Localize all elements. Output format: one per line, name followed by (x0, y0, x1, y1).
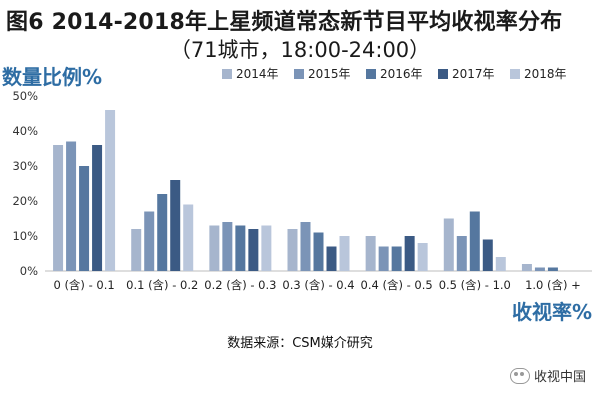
bar (248, 229, 259, 271)
y-tick-label: 0% (20, 264, 38, 278)
legend-label: 2017年 (452, 67, 495, 81)
bars (53, 110, 558, 271)
bar (170, 180, 181, 271)
legend-swatch (366, 69, 376, 79)
bar (261, 225, 272, 271)
legend-label: 2018年 (524, 67, 567, 81)
bar (456, 236, 467, 271)
y-axis-label: 数量比例% (2, 65, 103, 89)
data-source: 数据来源：CSM媒介研究 (227, 336, 373, 351)
bar (313, 232, 324, 271)
bar (79, 166, 90, 271)
x-tick-label: 0.5 (含) - 1.0 (439, 278, 511, 292)
bar (66, 141, 77, 271)
bar (326, 246, 337, 271)
watermark-text: 收视中国 (533, 370, 586, 385)
legend-swatch (438, 69, 448, 79)
y-tick-label: 30% (12, 159, 38, 173)
x-axis: 0 (含) - 0.1 0.1 (含) - 0.2 0.2 (含) - 0.3 0.3… (53, 278, 580, 292)
bar (144, 211, 155, 271)
bar (339, 236, 350, 271)
bar (92, 145, 103, 271)
x-tick-label: 0 (含) - 0.1 (53, 278, 114, 292)
bar (53, 145, 64, 271)
bar (391, 246, 402, 271)
legend-swatch (294, 69, 304, 79)
bar (183, 204, 194, 271)
bar (495, 257, 506, 271)
x-axis-label: 收视率% (511, 300, 592, 324)
bar (534, 267, 545, 271)
x-tick-label: 0.1 (含) - 0.2 (126, 278, 198, 292)
bar (443, 218, 454, 271)
bar (300, 222, 311, 271)
watermark: 收视中国 (509, 366, 586, 385)
legend: 2014年 2015年 2016年 2017年 2018年 (222, 67, 567, 81)
bar (157, 194, 168, 271)
bar (521, 264, 532, 271)
x-tick-label: 0.3 (含) - 0.4 (282, 278, 354, 292)
x-tick-label: 0.2 (含) - 0.3 (204, 278, 276, 292)
legend-label: 2016年 (380, 67, 423, 81)
bar (222, 222, 233, 271)
bar (287, 229, 298, 271)
bar (365, 236, 376, 271)
bar (378, 246, 389, 271)
bar (482, 239, 493, 271)
bar (404, 236, 415, 271)
legend-swatch (222, 69, 232, 79)
bar (417, 243, 428, 271)
bar (209, 225, 220, 271)
legend-label: 2014年 (236, 67, 279, 81)
y-tick-label: 10% (12, 229, 38, 243)
bar (469, 211, 480, 271)
bar (131, 229, 142, 271)
y-tick-label: 20% (12, 194, 38, 208)
wechat-icon (509, 367, 530, 384)
legend-label: 2015年 (308, 67, 351, 81)
bar (547, 267, 558, 271)
chart-subtitle: （71城市，18:00-24:00） (169, 38, 431, 62)
y-tick-label: 40% (12, 124, 38, 138)
bar-chart: 2014年 2015年 2016年 2017年 2018年 0% 10% 20% 30% 40%… (12, 67, 592, 292)
x-tick-label: 1.0 (含) + (525, 278, 581, 292)
bar (235, 225, 246, 271)
x-tick-label: 0.4 (含) - 0.5 (361, 278, 433, 292)
chart-title: 图6 2014-2018年上星频道常态新节目平均收视率分布 (6, 10, 563, 35)
legend-swatch (510, 69, 520, 79)
y-tick-label: 50% (12, 89, 38, 103)
bar (105, 110, 116, 271)
